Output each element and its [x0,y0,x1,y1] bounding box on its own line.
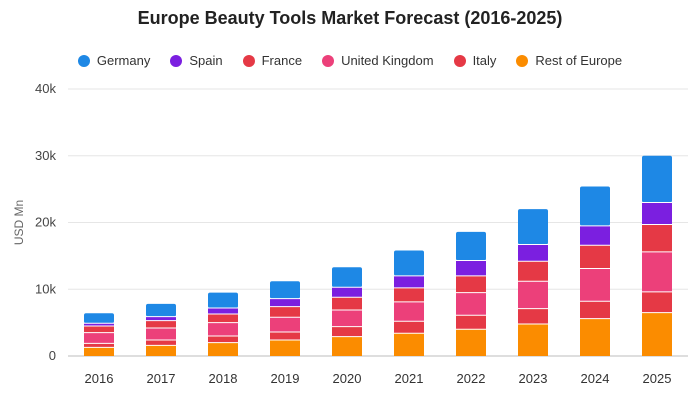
bar-segment [642,312,672,356]
x-tick-label: 2024 [581,371,610,386]
legend: Germany Spain France United Kingdom Italy Res… [0,53,700,68]
x-tick-label: 2018 [209,371,238,386]
bar-segment [146,303,176,317]
y-tick-label: 40k [35,81,56,96]
legend-swatch [170,54,183,67]
legend-label: United Kingdom [341,53,434,68]
bar-segment [146,345,176,356]
x-tick-label: 2019 [271,371,300,386]
legend-item[interactable]: Spain [170,53,223,68]
legend-label: France [261,53,303,68]
x-tick-label: 2016 [85,371,114,386]
legend-swatch [77,54,90,67]
legend-label: Rest of Europe [535,53,623,68]
x-tick-label: 2023 [519,371,548,386]
bar-segment [208,335,238,343]
bar-segment [642,202,672,225]
legend-swatch [453,54,466,67]
bar-segment [394,301,424,322]
x-tick-label: 2020 [333,371,362,386]
y-tick-label: 0 [49,348,56,363]
bar-segment [394,287,424,302]
bar-segment [394,275,424,288]
bar-segment [580,186,610,226]
bar-segment [456,292,486,316]
y-axis-label: USD Mn [12,200,26,245]
bar-segment [580,245,610,269]
bar-segment [84,323,114,326]
bar-segment [270,317,300,332]
legend-item[interactable]: United Kingdom [322,53,434,68]
x-tick-label: 2021 [395,371,424,386]
y-tick-label: 20k [35,215,56,230]
bar-segment [394,250,424,276]
bar-segment [146,327,176,340]
bar-segment [270,281,300,299]
bar-segment [208,322,238,336]
bar-segment [642,155,672,203]
x-tick-label: 2017 [147,371,176,386]
bar-segment [394,321,424,334]
bar-segment [456,329,486,356]
bar-segment [146,320,176,328]
y-tick-label: 30k [35,148,56,163]
legend-swatch [322,54,335,67]
bar-segment [518,308,548,324]
bar-segment [518,209,548,245]
bar-segment [84,332,114,344]
x-tick-label: 2022 [457,371,486,386]
bar-segment [580,318,610,356]
bar-segment [456,275,486,293]
legend-item[interactable]: Germany [77,53,151,68]
bar-segment [84,347,114,356]
y-tick-label: 10k [35,281,56,296]
bar-segment [208,292,238,308]
legend-item[interactable]: Italy [453,53,497,68]
bar-segment [332,336,362,356]
bar-segment [208,313,238,323]
bar-segment [84,325,114,333]
bar-segment [642,251,672,292]
legend-swatch [242,54,255,67]
bar-segment [580,268,610,302]
bar-segment [518,244,548,262]
legend-item[interactable]: Rest of Europe [516,53,622,68]
legend-item[interactable]: France [242,53,303,68]
bar-segment [270,339,300,356]
legend-swatch [516,54,529,67]
bar-segment [84,313,114,324]
bar-segment [270,306,300,318]
bar-segment [580,301,610,319]
bar-segment [270,331,300,340]
bar-segment [208,342,238,356]
bar-segment [518,323,548,356]
x-tick-label: 2025 [643,371,672,386]
bar-segment [580,225,610,246]
bar-segment [270,298,300,307]
bar-segment [208,307,238,314]
bar-segment [332,267,362,288]
bar-segment [332,309,362,327]
bar-segment [518,261,548,282]
bar-segment [642,224,672,252]
bar-segment [332,297,362,310]
bar-segment [642,291,672,313]
bar-segment [456,260,486,276]
chart-title: Europe Beauty Tools Market Forecast (201… [137,8,563,28]
bar-segment [332,287,362,298]
bar-segment [146,339,176,346]
bar-segment [84,343,114,348]
legend-label: Spain [189,53,223,68]
legend-label: Italy [472,53,497,68]
bar-segment [146,316,176,321]
bar-segment [394,333,424,356]
bar-segment [518,281,548,309]
bar-segment [456,315,486,330]
bar-segment [456,231,486,261]
bar-segment [332,326,362,337]
legend-label: Germany [96,53,151,68]
